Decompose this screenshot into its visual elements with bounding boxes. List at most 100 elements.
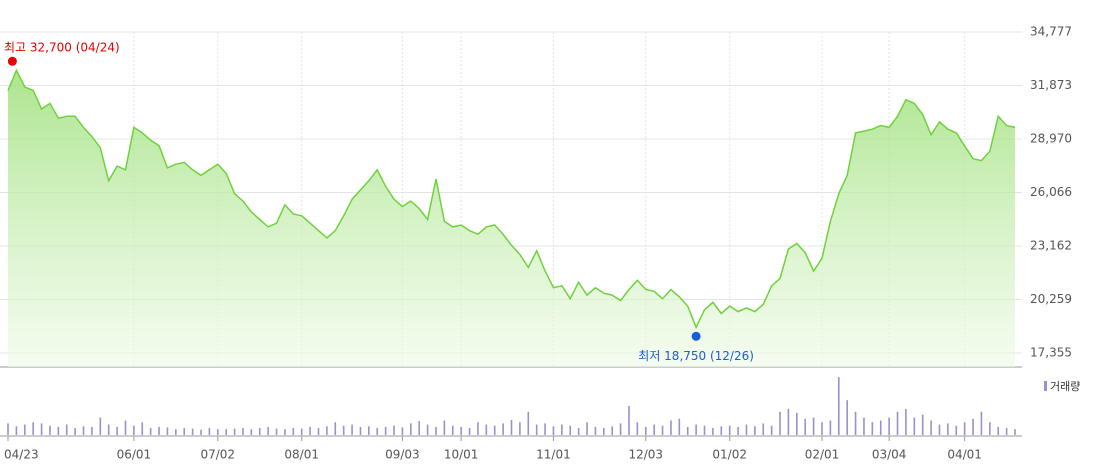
volume-bar — [603, 428, 605, 435]
volume-bar — [57, 426, 60, 435]
volume-bar — [309, 426, 311, 435]
volume-bar — [300, 428, 303, 435]
min-label: 최저 18,750 (12/26) — [638, 349, 754, 363]
volume-bar — [989, 422, 991, 435]
volume-bar — [342, 425, 345, 435]
y-tick-label: 23,162 — [1030, 239, 1072, 253]
volume-bar — [720, 426, 723, 435]
volume-bar — [393, 425, 395, 435]
volume-bar — [502, 423, 504, 435]
y-tick-label: 31,873 — [1030, 78, 1072, 92]
volume-bar — [460, 426, 462, 435]
x-tick-label: 04/23 — [4, 448, 39, 462]
volume-bar — [376, 428, 379, 435]
volume-bar — [166, 427, 169, 435]
volume-bar — [527, 411, 530, 435]
volume-bar — [410, 423, 412, 435]
volume-bar — [594, 426, 597, 435]
volume-bar — [1014, 429, 1016, 435]
volume-bar — [99, 417, 102, 435]
volume-bar — [661, 425, 664, 435]
volume-bar — [292, 428, 295, 435]
y-tick-label: 26,066 — [1030, 185, 1072, 199]
volume-bar — [250, 429, 253, 435]
volume-bar — [552, 426, 555, 435]
volume-bar — [770, 425, 773, 435]
y-tick-label: 28,970 — [1030, 131, 1072, 145]
volume-bar — [653, 424, 655, 435]
volume-bar — [258, 428, 261, 435]
volume-bar — [686, 426, 689, 435]
volume-bar — [804, 418, 807, 435]
volume-bar — [980, 411, 983, 435]
volume-bar — [519, 422, 521, 435]
volume-bar — [91, 426, 93, 435]
volume-bar — [821, 422, 823, 435]
volume-bar — [611, 426, 613, 435]
volume-bar — [351, 424, 353, 435]
volume-bar — [628, 406, 630, 435]
legend-swatch — [1044, 381, 1047, 391]
price-area — [8, 70, 1015, 368]
volume-bar — [997, 426, 1000, 435]
volume-bar — [728, 425, 731, 435]
x-tick-label: 06/01 — [117, 448, 152, 462]
volume-bar — [326, 426, 328, 435]
x-tick-label: 09/03 — [385, 448, 420, 462]
max-marker — [7, 56, 17, 66]
volume-bar — [846, 400, 848, 435]
volume-bar — [619, 423, 622, 435]
volume-bar — [762, 423, 765, 435]
volume-bar — [183, 428, 186, 435]
x-tick-label: 12/03 — [628, 448, 663, 462]
volume-bar — [107, 424, 110, 435]
volume-bar — [32, 422, 34, 435]
volume-bar — [879, 420, 882, 435]
volume-bar — [426, 424, 429, 435]
min-marker — [691, 331, 701, 341]
volume-bar — [141, 422, 144, 435]
x-tick-label: 11/01 — [536, 448, 571, 462]
volume-bar — [695, 424, 697, 435]
volume-bar — [829, 420, 832, 435]
volume-bar — [384, 426, 387, 435]
volume-bar — [871, 422, 874, 435]
x-tick-label: 08/01 — [284, 448, 319, 462]
volume-bar — [40, 423, 43, 435]
volume-bar — [418, 421, 420, 435]
x-tick-label: 01/02 — [712, 448, 747, 462]
volume-bar — [561, 424, 563, 435]
volume-bar — [158, 426, 160, 435]
volume-bar — [1005, 428, 1008, 435]
x-tick-label: 10/01 — [444, 448, 479, 462]
volume-bar — [443, 420, 446, 435]
y-tick-label: 17,355 — [1030, 346, 1072, 360]
volume-bar — [670, 420, 672, 435]
volume-bar — [737, 426, 739, 435]
legend-label: 거래량 — [1050, 380, 1080, 393]
volume-bar — [905, 408, 907, 435]
volume-bar — [644, 426, 647, 435]
volume-bar — [678, 418, 681, 435]
volume-bar — [745, 424, 748, 435]
volume-bar — [191, 428, 194, 435]
volume-bar — [712, 428, 714, 435]
volume-bar — [267, 426, 269, 435]
volume-bar — [930, 420, 932, 435]
volume-bar — [65, 424, 68, 435]
volume-bar — [7, 423, 9, 435]
volume-bar — [15, 426, 18, 435]
volume-bar — [275, 428, 278, 435]
volume-bar — [963, 422, 966, 435]
volume-bar — [854, 411, 857, 435]
volume-bar — [921, 414, 924, 435]
price-line — [7, 68, 1016, 330]
volume-bar — [703, 425, 706, 435]
volume-bar — [200, 429, 202, 435]
volume-bar — [435, 426, 437, 435]
volume-bar — [837, 377, 840, 435]
volume-bar — [242, 428, 244, 435]
volume-bar — [359, 426, 362, 435]
x-tick-label: 03/04 — [872, 448, 907, 462]
